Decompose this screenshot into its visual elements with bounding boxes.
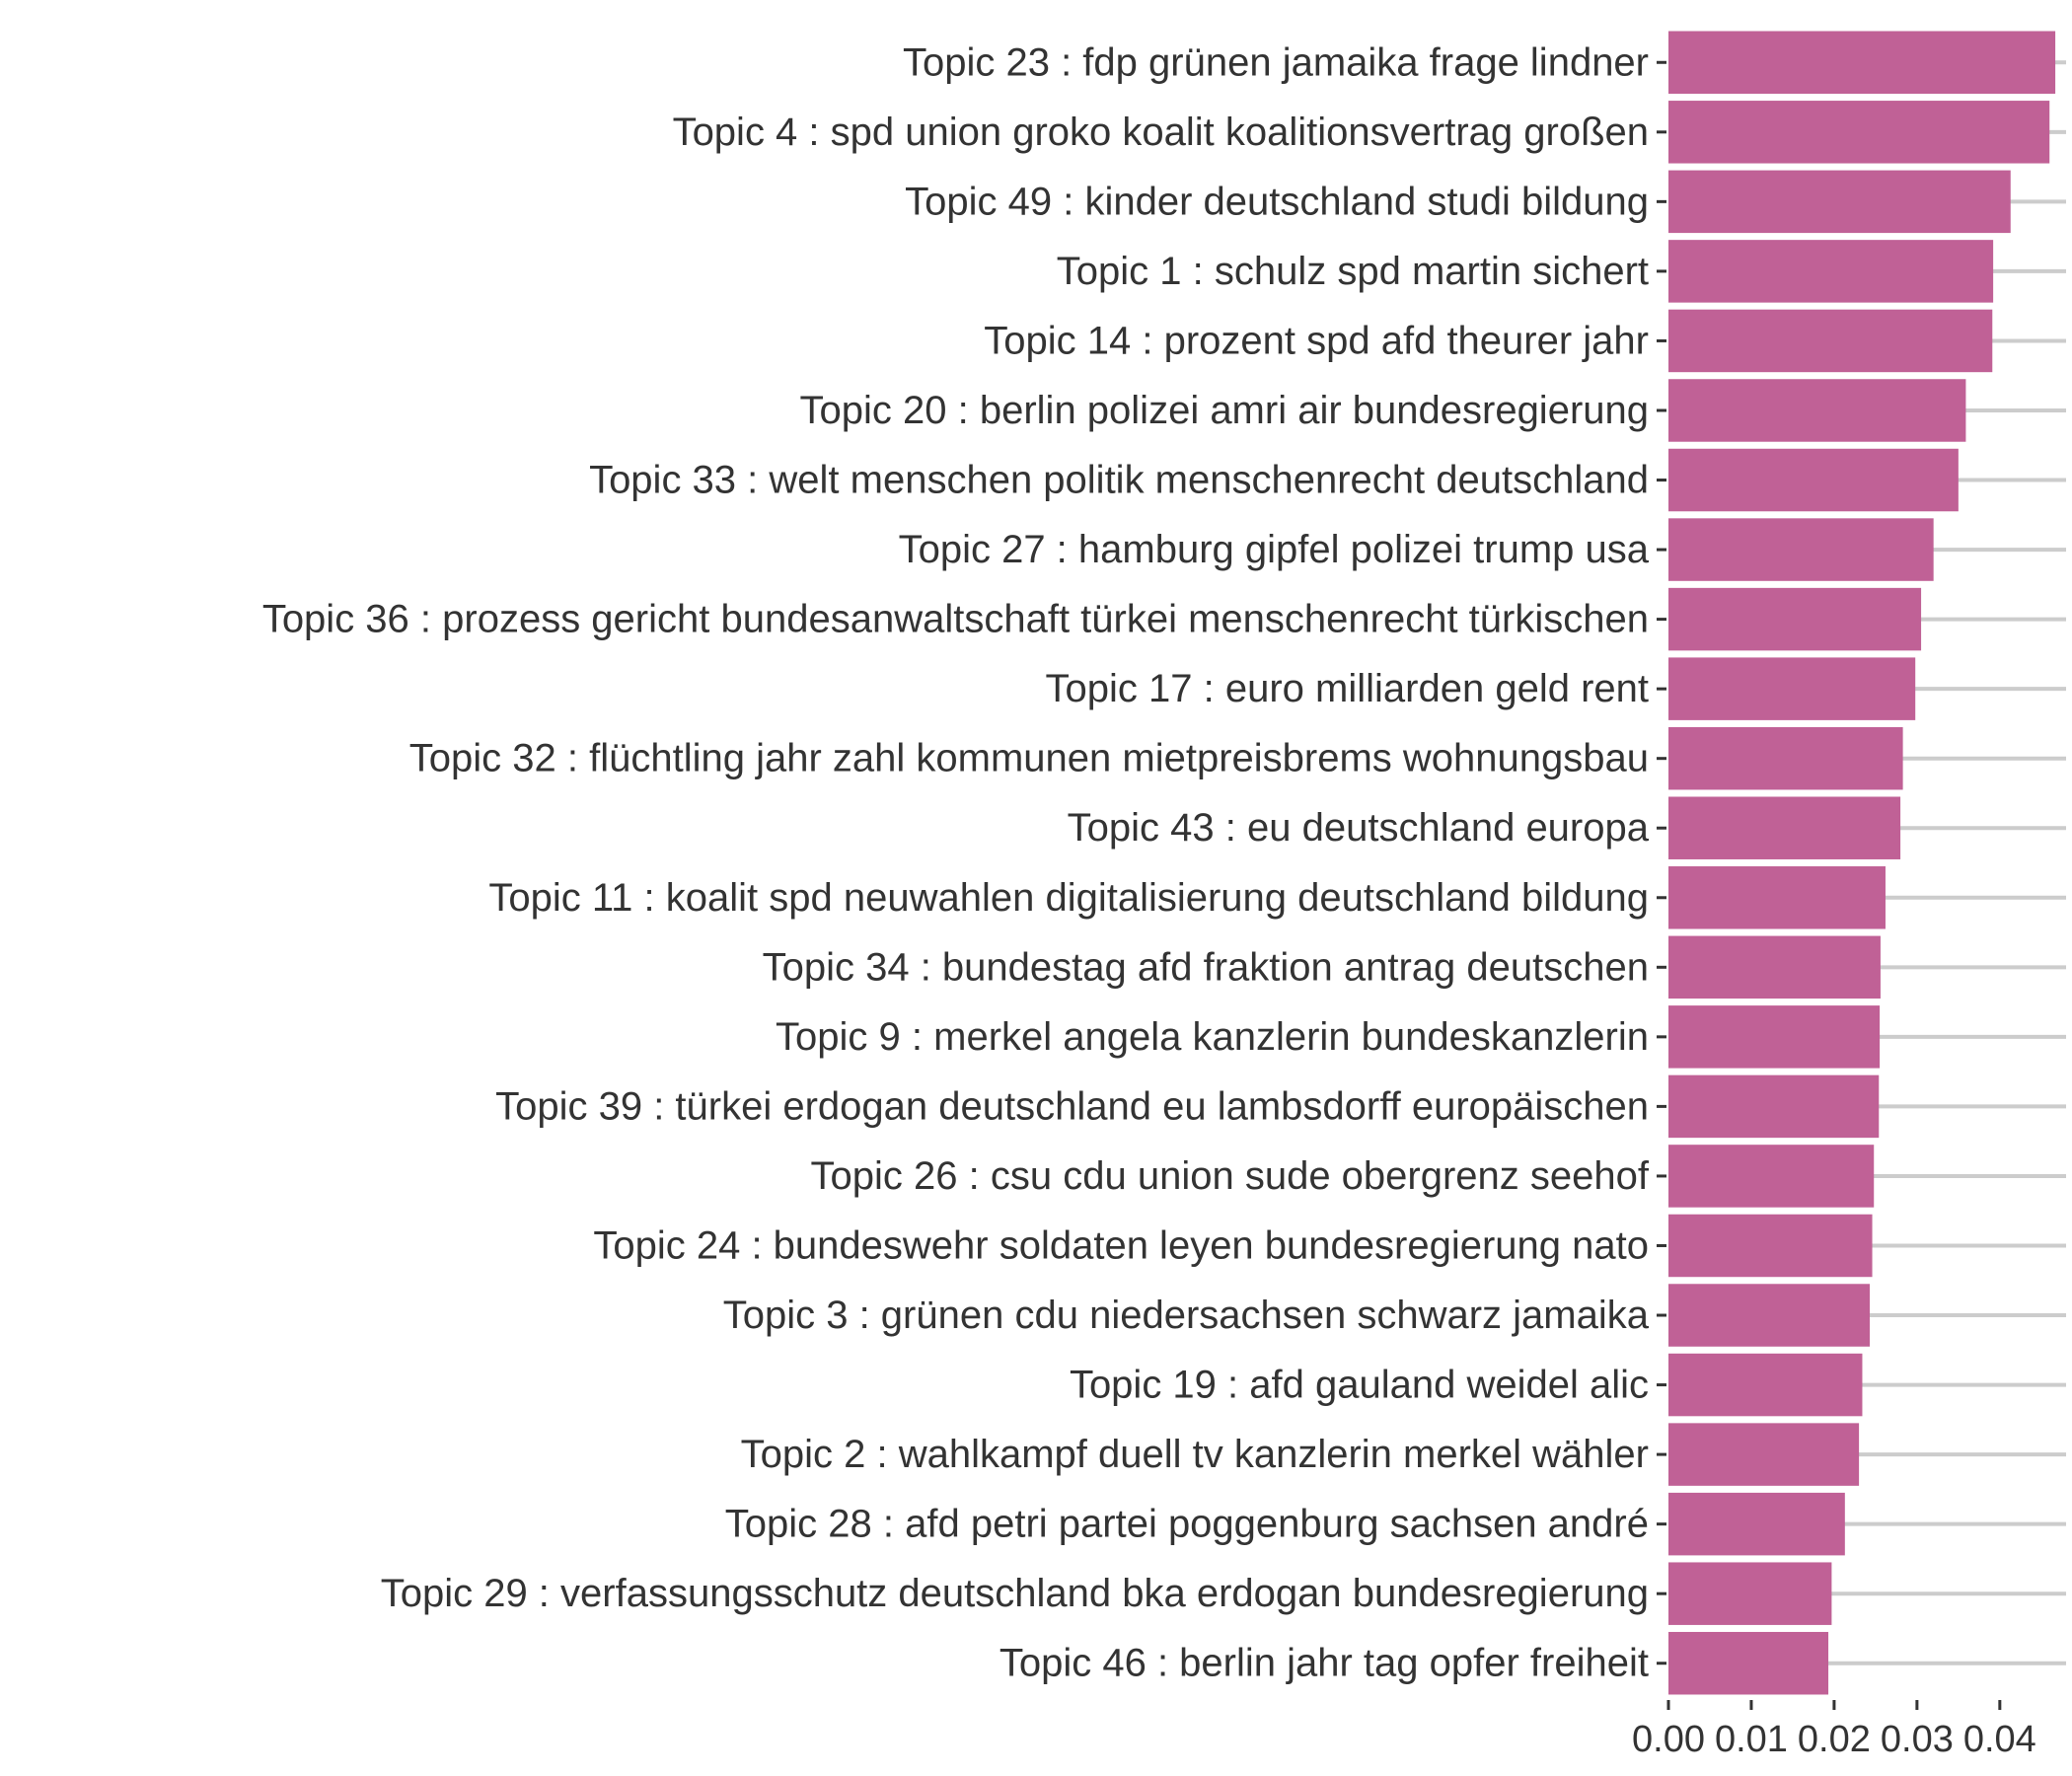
x-tick-label: 0.04 — [1963, 1719, 2036, 1760]
x-tick-label: 0.02 — [1798, 1719, 1871, 1760]
category-label: Topic 43 : eu deutschland europa — [1068, 806, 1650, 850]
bar — [1668, 1074, 1880, 1139]
x-tick-label: 0.00 — [1632, 1719, 1705, 1760]
x-tick-label: 0.03 — [1881, 1719, 1954, 1760]
category-label: Topic 39 : türkei erdogan deutschland eu… — [495, 1084, 1649, 1128]
x-tick-label: 0.01 — [1715, 1719, 1788, 1760]
category-label: Topic 19 : afd gauland weidel alic — [1070, 1364, 1649, 1407]
y-axis: Topic 23 : fdp grünen jamaika frage lind… — [262, 40, 1666, 1685]
bar — [1668, 379, 1966, 442]
bar — [1668, 101, 2050, 164]
bar — [1668, 1284, 1871, 1347]
category-label: Topic 14 : prozent spd afd theurer jahr — [984, 319, 1649, 362]
bar — [1668, 1631, 1829, 1695]
category-label: Topic 32 : flüchtling jahr zahl kommunen… — [409, 737, 1649, 780]
bar — [1668, 657, 1916, 720]
category-label: Topic 11 : koalit spd neuwahlen digitali… — [488, 876, 1649, 920]
category-label: Topic 23 : fdp grünen jamaika frage lind… — [903, 40, 1649, 84]
category-label: Topic 20 : berlin polizei amri air bunde… — [800, 389, 1649, 432]
category-label: Topic 2 : wahlkampf duell tv kanzlerin m… — [741, 1433, 1649, 1476]
bar — [1668, 31, 2056, 95]
bar — [1668, 1005, 1881, 1069]
bar — [1668, 726, 1903, 790]
category-label: Topic 9 : merkel angela kanzlerin bundes… — [776, 1015, 1649, 1059]
bar — [1668, 1562, 1832, 1625]
category-label: Topic 24 : bundeswehr soldaten leyen bun… — [593, 1223, 1649, 1267]
bar — [1668, 448, 1959, 512]
bar — [1668, 587, 1922, 651]
category-label: Topic 3 : grünen cdu niedersachsen schwa… — [723, 1294, 1650, 1337]
bar — [1668, 518, 1934, 581]
x-axis: 0.00 0.01 0.02 0.03 0.04 — [1632, 1700, 2036, 1760]
category-label: Topic 36 : prozess gericht bundesanwalts… — [262, 598, 1649, 641]
category-label: Topic 26 : csu cdu union sude obergrenz … — [811, 1154, 1650, 1198]
category-label: Topic 49 : kinder deutschland studi bild… — [905, 180, 1649, 223]
category-label: Topic 17 : euro milliarden geld rent — [1046, 667, 1649, 710]
bar — [1668, 170, 2011, 234]
category-label: Topic 28 : afd petri partei poggenburg s… — [725, 1503, 1649, 1546]
bar — [1668, 1492, 1845, 1556]
category-label: Topic 33 : welt menschen politik mensche… — [589, 459, 1649, 502]
bar — [1668, 1353, 1863, 1417]
bar — [1668, 866, 1886, 929]
category-label: Topic 1 : schulz spd martin sichert — [1057, 250, 1649, 293]
bar — [1668, 796, 1901, 859]
bar — [1668, 1145, 1875, 1208]
category-label: Topic 29 : verfassungsschutz deutschland… — [381, 1572, 1649, 1615]
category-label: Topic 34 : bundestag afd fraktion antrag… — [763, 945, 1649, 989]
bars — [1668, 31, 2056, 1695]
bar — [1668, 1423, 1860, 1486]
bar — [1668, 935, 1881, 999]
category-label: Topic 27 : hamburg gipfel polizei trump … — [899, 528, 1650, 571]
bar — [1668, 1214, 1873, 1278]
bar — [1668, 309, 1993, 373]
category-label: Topic 4 : spd union groko koalit koaliti… — [673, 111, 1649, 154]
category-label: Topic 46 : berlin jahr tag opfer freihei… — [999, 1642, 1649, 1685]
bar — [1668, 240, 1994, 303]
